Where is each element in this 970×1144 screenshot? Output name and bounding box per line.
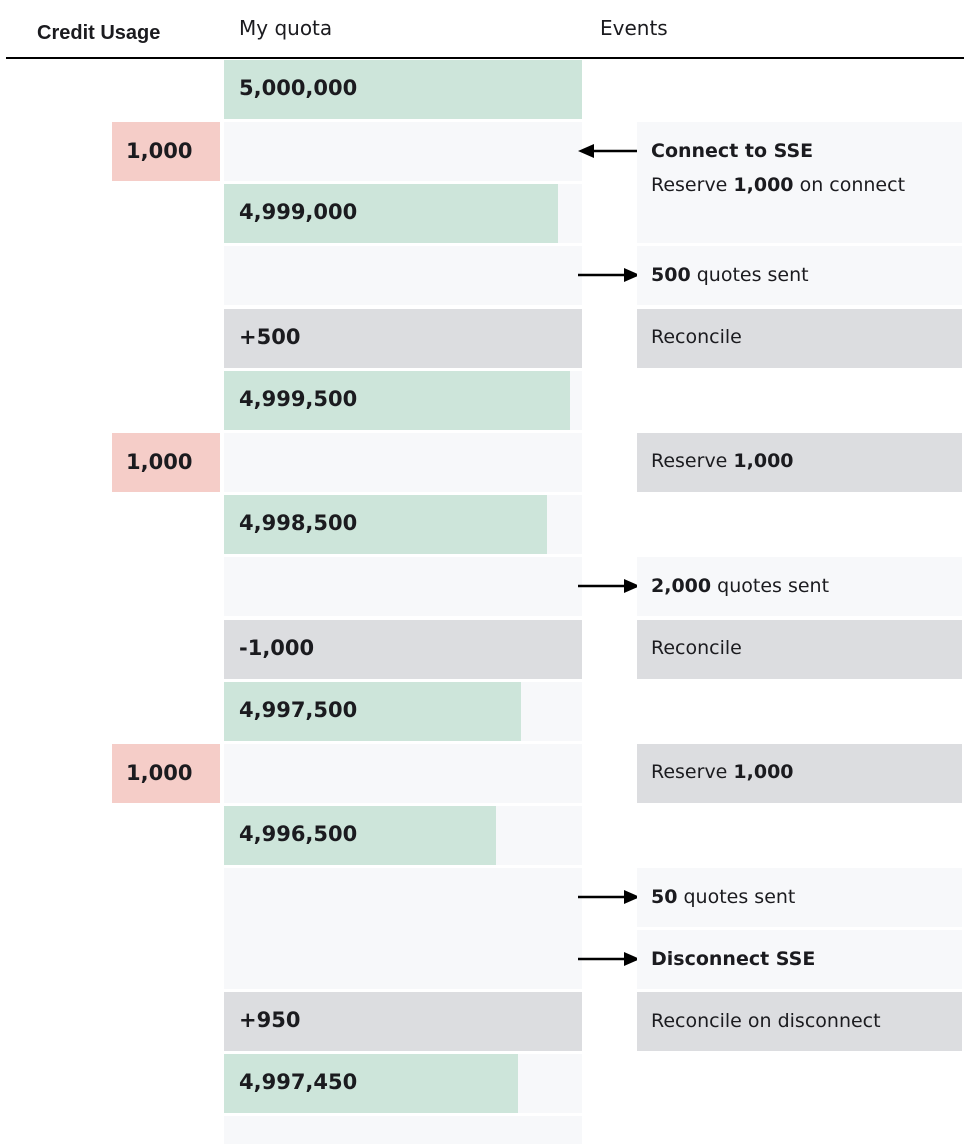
- event-box: [637, 868, 962, 927]
- quota-strip: [224, 433, 582, 492]
- arrow-right-icon: [578, 268, 640, 282]
- credit-reserve-value: 1,000: [126, 761, 193, 785]
- quota-strip: [224, 1116, 582, 1144]
- quota-value: 4,997,450: [239, 1070, 358, 1094]
- quota-bar: [224, 806, 496, 865]
- quota-strip: [224, 744, 582, 803]
- event-box: [637, 557, 962, 616]
- credit-reserve-box: [112, 744, 220, 803]
- credit-reserve-box: [112, 433, 220, 492]
- quota-bar: [224, 1054, 518, 1113]
- reconcile-strip: [224, 992, 582, 1051]
- event-box: [637, 620, 962, 679]
- quota-value: 4,998,500: [239, 511, 358, 535]
- event-box: [637, 433, 962, 492]
- quota-value: 4,996,500: [239, 822, 358, 846]
- events-header: Events: [600, 16, 668, 40]
- header-divider: [6, 57, 964, 59]
- credit-usage-header: Credit Usage: [37, 22, 161, 44]
- event-box: [637, 122, 962, 243]
- my-quota-header: My quota: [239, 16, 333, 40]
- event-box: [637, 930, 962, 989]
- reconcile-value: +950: [239, 1008, 301, 1032]
- quota-bar: [224, 682, 521, 741]
- event-box: [637, 992, 962, 1051]
- reconcile-value: +500: [239, 325, 301, 349]
- quota-bar: [224, 371, 570, 430]
- quota-value: 5,000,000: [239, 76, 358, 100]
- quota-value: 4,997,500: [239, 698, 358, 722]
- quota-strip: [224, 246, 582, 305]
- quota-strip: [224, 122, 582, 181]
- quota-bar: [224, 60, 582, 119]
- event-label: Reserve 1,000: [651, 761, 794, 783]
- credit-reserve-value: 1,000: [126, 139, 193, 163]
- event-label: Connect to SSE: [651, 140, 814, 162]
- quota-bar: [224, 184, 558, 243]
- arrow-right-icon: [578, 890, 640, 904]
- credit-reserve-value: 1,000: [126, 450, 193, 474]
- event-label: 50 quotes sent: [651, 886, 796, 908]
- arrow-right-icon: [578, 952, 640, 966]
- event-box: [637, 309, 962, 368]
- quota-value: 4,999,500: [239, 387, 358, 411]
- event-box: [637, 246, 962, 305]
- event-label: Disconnect SSE: [651, 948, 816, 970]
- reconcile-strip: [224, 309, 582, 368]
- quota-strip: [224, 557, 582, 616]
- event-label: 500 quotes sent: [651, 264, 809, 286]
- event-label: Reconcile: [651, 637, 742, 659]
- quota-value: 4,999,000: [239, 200, 358, 224]
- quota-bar: [224, 495, 547, 554]
- event-label: Reconcile: [651, 326, 742, 348]
- reconcile-value: -1,000: [239, 636, 315, 660]
- arrow-right-icon: [578, 579, 640, 593]
- event-detail: Reserve 1,000 on connect: [651, 174, 906, 196]
- event-label: Reconcile on disconnect: [651, 1010, 881, 1032]
- event-label: Reserve 1,000: [651, 450, 794, 472]
- event-box: [637, 744, 962, 803]
- quota-strip: [224, 868, 582, 989]
- event-label: 2,000 quotes sent: [651, 575, 830, 597]
- reconcile-strip: [224, 620, 582, 679]
- credit-reserve-box: [112, 122, 220, 181]
- arrow-left-icon: [578, 144, 640, 158]
